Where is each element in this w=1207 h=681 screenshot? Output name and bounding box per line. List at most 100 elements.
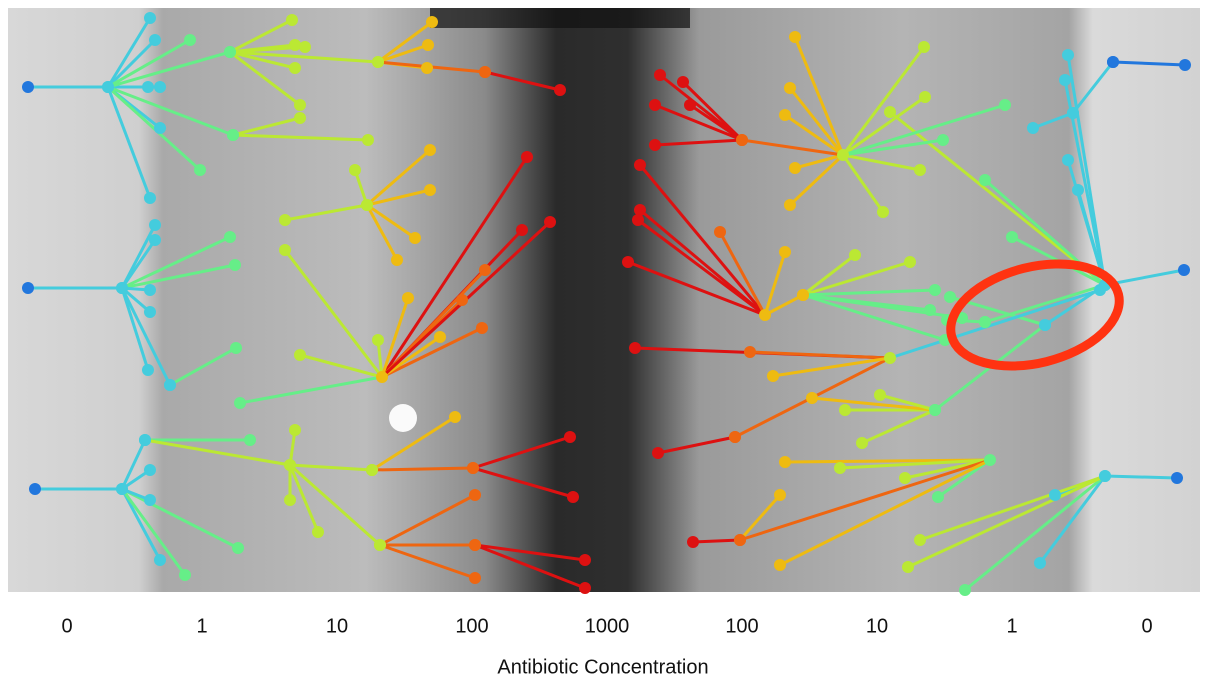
node bbox=[1171, 472, 1183, 484]
node bbox=[456, 294, 468, 306]
branch bbox=[380, 156, 529, 378]
node bbox=[144, 306, 156, 318]
node bbox=[856, 437, 868, 449]
node bbox=[1006, 231, 1018, 243]
branch bbox=[841, 46, 926, 156]
node bbox=[649, 139, 661, 151]
branch bbox=[289, 463, 373, 472]
node bbox=[449, 411, 461, 423]
node bbox=[289, 424, 301, 436]
node bbox=[229, 259, 241, 271]
node bbox=[632, 214, 644, 226]
node bbox=[372, 334, 384, 346]
branch bbox=[107, 38, 191, 89]
node bbox=[579, 554, 591, 566]
node bbox=[362, 134, 374, 146]
node bbox=[1034, 557, 1046, 569]
branch bbox=[639, 208, 766, 317]
node bbox=[874, 389, 886, 401]
node bbox=[374, 539, 386, 551]
branch bbox=[120, 439, 147, 490]
branch bbox=[638, 164, 767, 316]
node bbox=[179, 569, 191, 581]
node bbox=[834, 462, 846, 474]
node bbox=[1099, 470, 1111, 482]
branch bbox=[472, 466, 574, 499]
branch bbox=[1112, 60, 1186, 67]
node bbox=[1067, 107, 1079, 119]
node bbox=[544, 216, 556, 228]
node bbox=[154, 554, 166, 566]
branch bbox=[659, 73, 743, 142]
branch bbox=[120, 287, 172, 386]
node bbox=[904, 256, 916, 268]
node bbox=[1178, 264, 1190, 276]
highlight-ring bbox=[946, 259, 1124, 371]
node bbox=[521, 151, 533, 163]
node bbox=[142, 364, 154, 376]
node bbox=[759, 309, 771, 321]
node bbox=[649, 99, 661, 111]
branch bbox=[484, 70, 561, 92]
node bbox=[554, 84, 566, 96]
branch bbox=[654, 138, 743, 147]
node bbox=[839, 404, 851, 416]
branch bbox=[232, 116, 301, 137]
branch bbox=[377, 43, 429, 64]
node bbox=[139, 434, 151, 446]
node bbox=[789, 31, 801, 43]
branch bbox=[749, 350, 891, 360]
node bbox=[116, 483, 128, 495]
branch bbox=[107, 50, 231, 89]
branch bbox=[811, 396, 936, 412]
node bbox=[289, 39, 301, 51]
branch bbox=[371, 415, 456, 472]
node bbox=[654, 69, 666, 81]
branch bbox=[802, 293, 963, 320]
branch bbox=[353, 169, 369, 206]
branch bbox=[627, 260, 766, 317]
branch bbox=[121, 487, 239, 550]
node bbox=[144, 494, 156, 506]
node bbox=[149, 219, 161, 231]
axis-title: Antibiotic Concentration bbox=[497, 656, 708, 678]
branch bbox=[1066, 159, 1107, 286]
node bbox=[929, 284, 941, 296]
node bbox=[784, 199, 796, 211]
node bbox=[476, 322, 488, 334]
branch bbox=[788, 87, 845, 156]
x-label: 1 bbox=[1006, 615, 1017, 637]
branch bbox=[839, 458, 991, 470]
branch bbox=[718, 231, 767, 316]
node bbox=[1039, 319, 1051, 331]
node bbox=[149, 234, 161, 246]
branch bbox=[984, 283, 1106, 324]
node bbox=[144, 464, 156, 476]
node bbox=[424, 144, 436, 156]
node bbox=[234, 397, 246, 409]
node bbox=[729, 431, 741, 443]
node bbox=[937, 134, 949, 146]
branch bbox=[802, 253, 856, 297]
branch bbox=[229, 50, 379, 64]
branch bbox=[121, 286, 151, 314]
node bbox=[227, 129, 239, 141]
branch bbox=[861, 408, 936, 445]
node bbox=[366, 464, 378, 476]
node bbox=[244, 434, 256, 446]
node bbox=[959, 584, 971, 596]
branch bbox=[371, 466, 474, 472]
branch bbox=[365, 204, 399, 261]
x-label: 10 bbox=[326, 615, 348, 637]
branch bbox=[764, 293, 804, 317]
branch bbox=[121, 263, 236, 290]
node bbox=[144, 12, 156, 24]
branch bbox=[842, 103, 1006, 157]
branch bbox=[120, 239, 157, 289]
node bbox=[422, 39, 434, 51]
branch bbox=[107, 85, 234, 137]
branch bbox=[763, 251, 787, 316]
node bbox=[116, 282, 128, 294]
branch bbox=[120, 488, 187, 576]
x-label: 0 bbox=[1141, 615, 1152, 637]
